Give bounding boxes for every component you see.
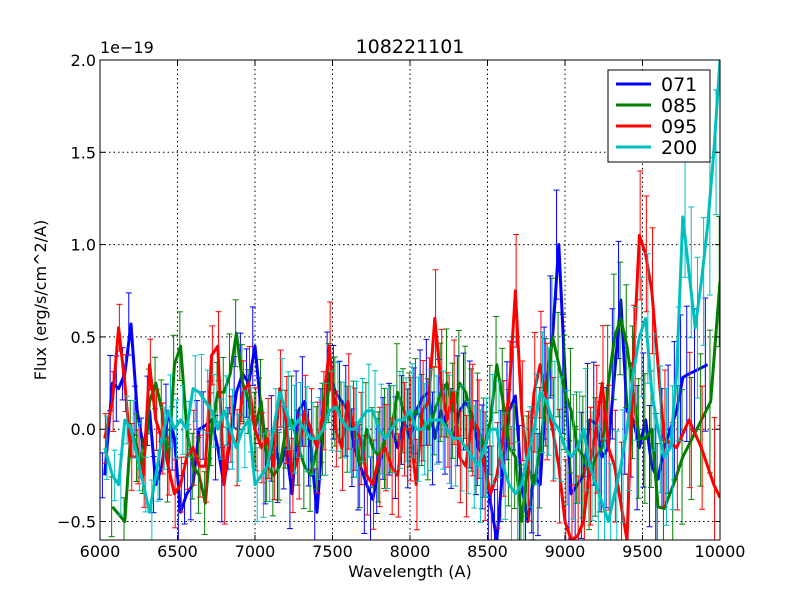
y-axis-label: Flux (erg/s/cm^2/A) <box>31 220 50 381</box>
legend-label-095: 095 <box>661 116 697 138</box>
y-tick-label: 1.5 <box>71 143 96 162</box>
legend-label-200: 200 <box>661 137 697 159</box>
y-tick-label: 1.0 <box>71 236 96 255</box>
axis-ticks <box>99 59 721 540</box>
y-tick-label: 2.0 <box>71 51 96 70</box>
y-tick-label: 0.0 <box>71 420 96 439</box>
series-line-200 <box>103 60 720 523</box>
x-tick-label: 10000 <box>695 542 746 561</box>
x-tick-label: 9500 <box>622 542 663 561</box>
y-tick-label: 0.5 <box>71 328 96 347</box>
x-tick-label: 8000 <box>390 542 431 561</box>
x-tick-label: 8500 <box>467 542 508 561</box>
legend-label-071: 071 <box>661 74 697 96</box>
x-tick-label: 7000 <box>235 542 276 561</box>
legend-label-085: 085 <box>661 95 697 117</box>
axis-tick-labels: 6000 6500 7000 7500 8000 8500 9000 9500 10000 −0.… <box>57 51 745 561</box>
series-200 <box>103 60 720 540</box>
series-line-085 <box>111 281 720 523</box>
x-tick-label: 9000 <box>545 542 586 561</box>
x-tick-label: 6000 <box>80 542 121 561</box>
x-tick-label: 6500 <box>157 542 198 561</box>
series-layer <box>100 60 720 540</box>
x-axis-label: Wavelength (A) <box>348 562 471 581</box>
chart-title: 108221101 <box>356 36 465 58</box>
y-tick-label: −0.5 <box>57 513 96 532</box>
y-offset-label: 1e−19 <box>100 38 154 57</box>
x-tick-label: 7500 <box>312 542 353 561</box>
